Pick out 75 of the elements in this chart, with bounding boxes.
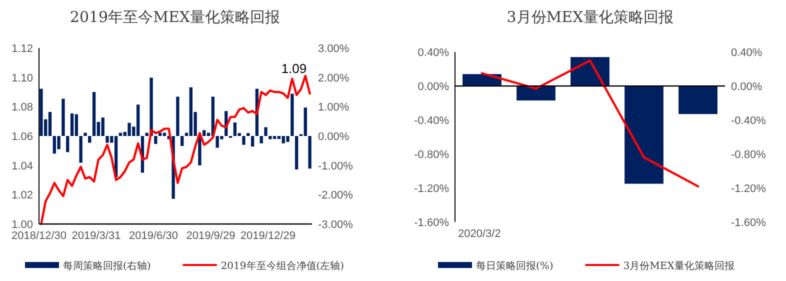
bar [62,98,65,136]
y-tick-label: -0.80% [414,149,450,161]
y2-tick-label: -2.00% [318,190,354,202]
y2-tick-label: -0.80% [731,149,766,161]
annotation: 1.09 [281,61,307,76]
y-tick-label: -1.20% [414,183,450,195]
bar [88,136,92,143]
bar [101,118,104,136]
x-tick-label: 2019/12/29 [240,230,296,242]
bar [242,136,246,145]
x-tick-label: 2018/12/30 [11,230,67,242]
y-tick-label: -0.40% [414,115,450,127]
legend-label: 每日策略回报(%) [476,260,554,272]
bar [106,136,109,143]
bar [246,133,250,136]
bar [268,136,272,140]
y-tick-label: -1.60% [414,217,450,229]
legend-label: 3月份MEX量化策略回报 [623,260,734,272]
bar [290,94,294,136]
y2-tick-label: 0.00% [731,81,762,93]
bar [176,96,180,136]
bar [264,127,268,136]
bar [260,136,263,144]
y-tick-label: 1.06 [12,131,33,143]
y2-tick-label: -1.60% [731,217,766,229]
bar [66,136,70,152]
bar [154,136,158,144]
line-series [480,59,700,188]
y2-tick-label: 3.00% [318,43,350,55]
x-tick-label: 2020/3/2 [458,228,501,240]
bar [308,136,312,169]
y-tick-label: 1.12 [12,43,33,55]
bar [84,132,87,136]
bar [48,112,52,136]
y-tick-label: 1.00 [12,219,33,231]
bar [272,136,276,139]
bar [150,78,153,136]
bar [57,136,60,150]
chart-title: 2019年至今MEX量化策略回报 [70,8,280,26]
bar [70,113,74,136]
y-tick-label: 1.04 [12,160,33,172]
bar [295,136,298,170]
bar [79,136,82,163]
legend-label: 每周策略回报(右轴) [63,260,151,272]
y-tick-label: 1.02 [12,190,33,202]
bar [304,108,307,136]
y2-tick-label: -1.20% [731,183,766,195]
bar [678,86,718,114]
y2-tick-label: 1.00% [318,102,350,114]
bar [202,130,206,136]
y2-tick-label: -1.00% [318,160,354,172]
x-tick-label: 2019/6/30 [129,230,178,242]
x-tick-label: 2019/9/29 [186,230,236,242]
y-tick-label: 1.10 [12,72,33,84]
bar [136,104,140,136]
bar [92,92,96,136]
y2-tick-label: -3.00% [318,219,354,231]
y2-tick-label: -0.40% [731,115,766,127]
y-tick-label: 1.08 [12,102,33,114]
y2-tick-label: 0.40% [731,47,762,59]
bar [286,136,290,142]
bar [250,136,254,147]
bar [180,136,184,146]
legend-label: 2019年至今组合净值(左轴) [220,260,344,272]
bar [624,86,664,184]
bar [74,114,78,136]
y2-tick-label: 2.00% [318,72,350,84]
y-tick-label: 0.40% [418,47,450,59]
bar [516,86,556,100]
bar [40,88,43,136]
x-tick-label: 2019/3/31 [72,230,121,242]
chart-title: 3月份MEX量化策略回报 [506,8,674,26]
bar [233,122,237,136]
y2-tick-label: 0.00% [318,131,350,143]
y-tick-label: 0.00% [418,81,450,93]
